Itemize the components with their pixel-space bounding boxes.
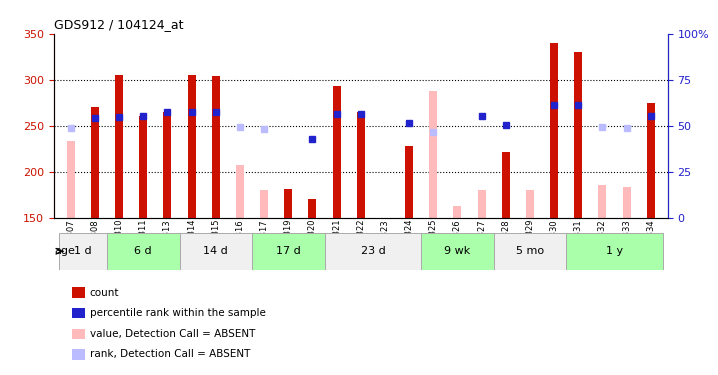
- Bar: [187, 75, 195, 217]
- Text: 1 y: 1 y: [606, 246, 623, 256]
- Bar: [139, 116, 147, 218]
- Text: 9 wk: 9 wk: [444, 246, 470, 256]
- Bar: [574, 52, 582, 217]
- Bar: [164, 112, 172, 218]
- Text: GDS912 / 104124_at: GDS912 / 104124_at: [54, 18, 183, 31]
- Bar: [405, 146, 413, 218]
- Bar: [180, 232, 252, 270]
- Bar: [567, 232, 663, 270]
- Text: percentile rank within the sample: percentile rank within the sample: [90, 308, 266, 318]
- Text: 23 d: 23 d: [360, 246, 386, 256]
- Bar: [550, 43, 558, 218]
- Bar: [357, 112, 365, 218]
- Bar: [67, 141, 75, 218]
- Bar: [325, 232, 421, 270]
- Bar: [252, 232, 325, 270]
- Bar: [454, 206, 462, 218]
- Bar: [647, 103, 655, 218]
- Text: 14 d: 14 d: [203, 246, 228, 256]
- Text: 6 d: 6 d: [134, 246, 152, 256]
- Bar: [494, 232, 567, 270]
- Bar: [477, 190, 485, 217]
- Bar: [429, 91, 437, 218]
- Text: value, Detection Call = ABSENT: value, Detection Call = ABSENT: [90, 329, 255, 339]
- Bar: [309, 199, 317, 217]
- Bar: [91, 107, 99, 218]
- Bar: [599, 185, 607, 218]
- Bar: [421, 232, 494, 270]
- Bar: [284, 189, 292, 217]
- Bar: [332, 86, 340, 218]
- Bar: [236, 165, 244, 218]
- Bar: [59, 232, 107, 270]
- Bar: [212, 76, 220, 217]
- Text: 17 d: 17 d: [276, 246, 301, 256]
- Text: 1 d: 1 d: [74, 246, 92, 256]
- Text: count: count: [90, 288, 119, 297]
- Bar: [623, 187, 630, 218]
- Text: 5 mo: 5 mo: [516, 246, 544, 256]
- Bar: [115, 75, 123, 217]
- Text: rank, Detection Call = ABSENT: rank, Detection Call = ABSENT: [90, 350, 250, 359]
- Bar: [526, 190, 534, 217]
- Bar: [107, 232, 180, 270]
- Bar: [260, 190, 268, 217]
- Bar: [502, 152, 510, 217]
- Text: age: age: [55, 246, 75, 256]
